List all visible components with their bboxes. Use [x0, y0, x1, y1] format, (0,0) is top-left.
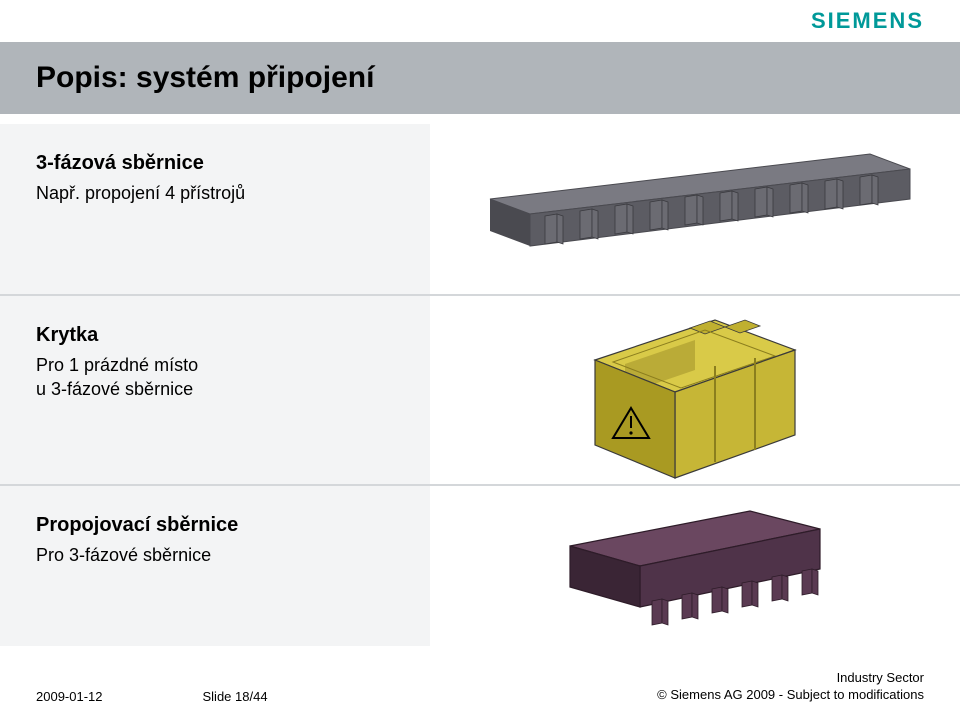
section-heading: 3-fázová sběrnice: [36, 152, 410, 175]
page-title: Popis: systém připojení: [36, 61, 374, 95]
footer-sector: Industry Sector: [657, 669, 924, 687]
section-sub: Např. propojení 4 přístrojů: [36, 181, 410, 205]
section-heading: Propojovací sběrnice: [36, 514, 410, 537]
cap-icon: [565, 300, 825, 480]
section-image: [430, 296, 960, 484]
section-link: Propojovací sběrnice Pro 3-fázové sběrni…: [0, 486, 960, 646]
section-sub: Pro 1 prázdné místo u 3-fázové sběrnice: [36, 353, 410, 402]
link-busbar-icon: [545, 496, 845, 636]
section-cap: Krytka Pro 1 prázdné místo u 3-fázové sb…: [0, 296, 960, 486]
title-bar: Popis: systém připojení: [0, 42, 960, 114]
footer-left: 2009-01-12 Slide 18/44: [36, 689, 268, 704]
brand-text: SIEMENS: [811, 8, 924, 33]
section-text: 3-fázová sběrnice Např. propojení 4 přís…: [0, 124, 430, 294]
section-sub: Pro 3-fázové sběrnice: [36, 543, 410, 567]
busbar-icon: [460, 134, 930, 284]
section-image: [430, 486, 960, 646]
section-heading: Krytka: [36, 324, 410, 347]
footer-slide: Slide 18/44: [203, 689, 268, 704]
section-text: Propojovací sběrnice Pro 3-fázové sběrni…: [0, 486, 430, 646]
footer: 2009-01-12 Slide 18/44 Industry Sector ©…: [0, 669, 960, 704]
section-busbar: 3-fázová sběrnice Např. propojení 4 přís…: [0, 124, 960, 296]
section-text: Krytka Pro 1 prázdné místo u 3-fázové sb…: [0, 296, 430, 484]
footer-copyright: © Siemens AG 2009 - Subject to modificat…: [657, 686, 924, 704]
brand-logo: SIEMENS: [811, 8, 924, 34]
footer-date: 2009-01-12: [36, 689, 103, 704]
footer-right: Industry Sector © Siemens AG 2009 - Subj…: [657, 669, 924, 704]
content-area: 3-fázová sběrnice Např. propojení 4 přís…: [0, 124, 960, 646]
section-image: [430, 124, 960, 294]
